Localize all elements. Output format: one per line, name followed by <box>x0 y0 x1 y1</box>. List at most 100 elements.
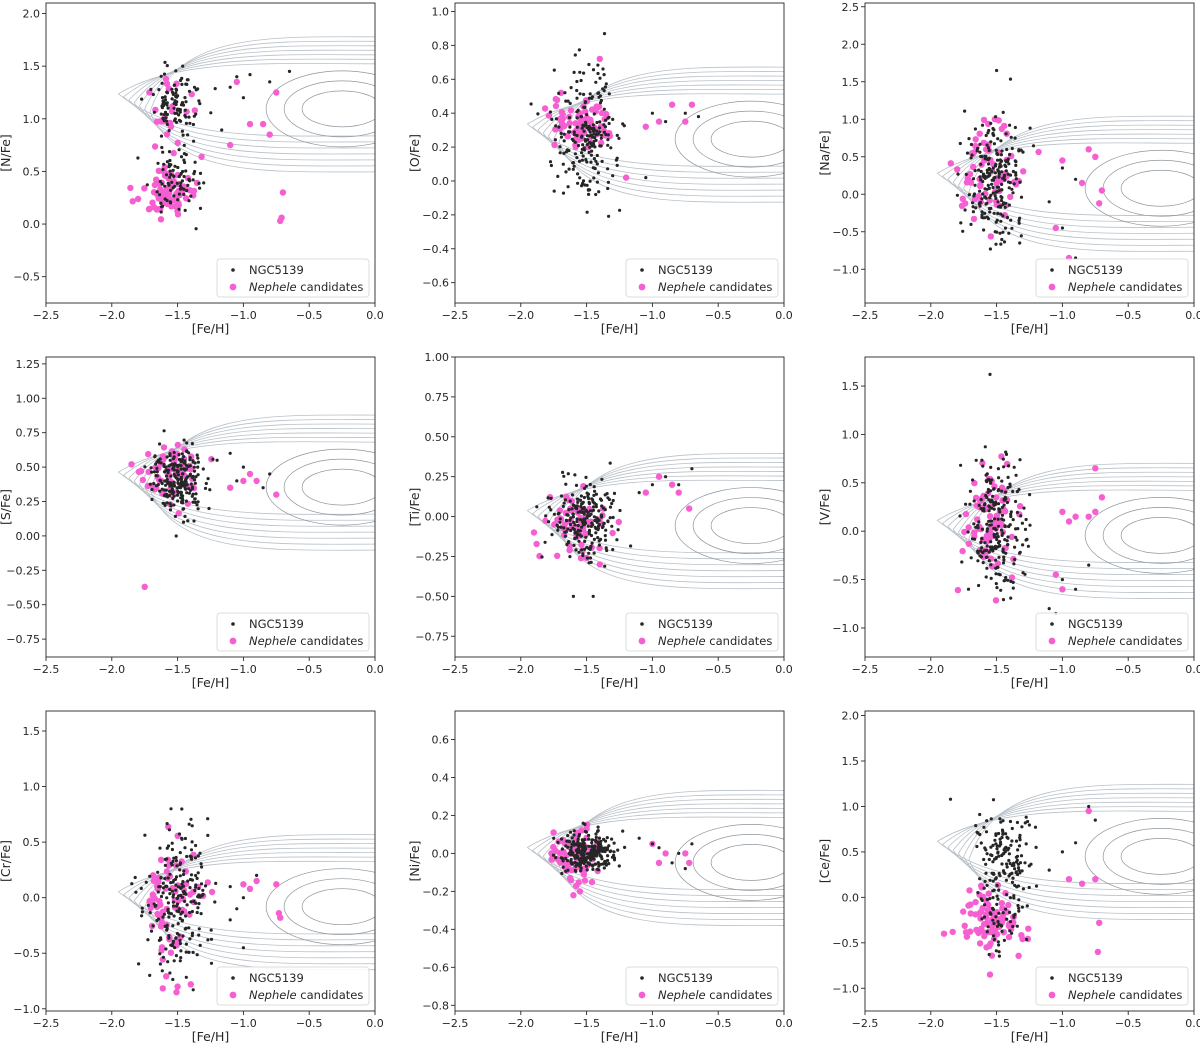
nephele-point <box>960 908 967 915</box>
ngc5139-point <box>165 896 169 900</box>
ngc5139-point <box>592 112 596 116</box>
ngc5139-point <box>181 494 185 498</box>
ngc5139-point <box>1018 241 1022 245</box>
contour-line <box>710 120 784 158</box>
nephele-point <box>998 484 1006 491</box>
ngc5139-point <box>261 486 265 490</box>
contour-line <box>963 788 1194 914</box>
ngc5139-point <box>985 215 989 219</box>
ngc5139-point <box>182 455 186 459</box>
ngc5139-point <box>978 204 982 208</box>
ngc5139-point <box>591 864 595 868</box>
ngc5139-point <box>1026 819 1030 824</box>
ngc5139-point <box>588 141 592 145</box>
ngc5139-point <box>1020 905 1024 909</box>
ngc5139-point <box>1047 607 1051 611</box>
ngc5139-point <box>978 150 982 154</box>
ngc5139-point <box>190 824 194 828</box>
x-tick-label: −2.5 <box>852 1017 879 1030</box>
ngc5139-point <box>565 839 569 843</box>
ngc5139-point <box>552 836 556 840</box>
ngc5139-point <box>158 489 162 493</box>
contour-line <box>283 458 375 516</box>
contour-lines <box>117 414 375 551</box>
ngc5139-point <box>164 483 168 487</box>
ngc5139-point <box>1029 862 1033 866</box>
ngc5139-point <box>584 158 588 162</box>
ngc5139-point <box>589 857 593 862</box>
x-tick-label: −2.5 <box>442 309 469 322</box>
contour-line <box>526 479 784 554</box>
ngc5139-point <box>171 92 175 96</box>
ngc5139-point <box>175 904 179 908</box>
x-tick-label: −0.5 <box>1115 1017 1142 1030</box>
ngc5139-point <box>608 505 613 509</box>
nephele-point <box>979 459 986 467</box>
contour-line <box>710 507 784 544</box>
ngc5139-point <box>998 840 1003 844</box>
ngc5139-point <box>998 510 1002 514</box>
nephele-point <box>947 160 954 167</box>
y-tick-label: 0.25 <box>16 495 41 508</box>
ngc5139-point <box>162 162 166 166</box>
ngc5139-point <box>969 142 974 147</box>
ngc5139-point <box>599 98 604 103</box>
ngc5139-point <box>167 915 171 919</box>
nephele-point <box>174 211 182 218</box>
ngc5139-point <box>604 546 608 550</box>
ngc5139-point <box>564 869 568 873</box>
ngc5139-point <box>175 181 179 185</box>
ngc5139-point <box>162 119 166 123</box>
contour-line <box>138 45 375 161</box>
ngc5139-point <box>588 853 592 857</box>
ngc5139-point <box>577 846 581 851</box>
ngc5139-point <box>988 519 993 523</box>
nephele-point <box>561 521 568 528</box>
nephele-point <box>1015 952 1022 959</box>
ngc5139-point <box>584 484 589 488</box>
ngc5139-point <box>576 181 580 185</box>
ngc5139-point <box>1003 226 1008 230</box>
ngc5139-point <box>169 881 173 885</box>
ngc5139-point <box>592 157 597 161</box>
legend-box <box>216 258 370 298</box>
nephele-point <box>551 141 558 149</box>
ngc5139-point <box>179 155 184 159</box>
ngc5139-point <box>575 519 579 524</box>
y-tick-label: −0.4 <box>422 923 449 936</box>
ngc5139-point <box>140 97 144 101</box>
contour-line <box>1120 169 1194 207</box>
ngc5139-point <box>181 934 185 938</box>
nephele-point <box>566 874 574 882</box>
ngc5139-point <box>578 518 583 522</box>
nephele-point <box>187 981 194 988</box>
legend-marker-nephele <box>229 283 237 291</box>
ngc5139-point <box>1006 475 1010 479</box>
ngc5139-point <box>610 837 614 841</box>
legend-label-nephele: Nephele candidates <box>1068 280 1182 294</box>
ngc5139-point <box>179 496 183 500</box>
legend-marker-nephele <box>1048 991 1056 999</box>
ngc5139-point <box>1000 862 1004 866</box>
ngc5139-point <box>988 247 993 251</box>
ngc5139-point <box>1011 518 1015 522</box>
ngc5139-point <box>198 186 202 190</box>
y-axis-label: [Ni/Fe] <box>407 841 422 882</box>
nephele-point <box>954 166 961 173</box>
nephele-point <box>550 843 557 851</box>
ngc5139-point <box>566 845 570 849</box>
legend-label-ngc5139: NGC5139 <box>1068 263 1123 277</box>
ngc5139-point <box>196 460 200 464</box>
ngc5139-point <box>572 133 577 137</box>
legend-box <box>625 612 779 652</box>
ngc5139-point <box>164 116 168 120</box>
axes-frame <box>454 2 785 304</box>
ngc5139-point <box>161 150 165 154</box>
legend-label-ngc5139: NGC5139 <box>249 971 304 985</box>
ngc5139-point <box>978 812 982 817</box>
nephele-point <box>1059 157 1066 164</box>
ngc5139-point <box>577 858 582 862</box>
ngc5139-point <box>176 94 180 98</box>
ngc5139-point <box>967 137 971 141</box>
ngc5139-point <box>590 133 594 137</box>
